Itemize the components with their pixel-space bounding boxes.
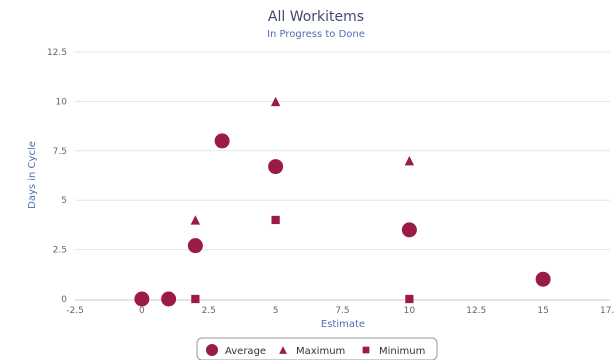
average-point[interactable] [535, 271, 551, 287]
x-tick-label: 10 [404, 306, 416, 316]
y-tick-label: 2.5 [53, 246, 67, 256]
y-axis-ticks: 0 2.5 5 7.5 10 12.5 [47, 48, 67, 305]
y-tick-label: 7.5 [53, 147, 67, 157]
average-point[interactable] [134, 291, 150, 307]
data-points [134, 96, 551, 307]
average-point[interactable] [214, 133, 230, 149]
legend-item-minimum[interactable]: Minimum [362, 346, 426, 357]
chart-title: All Workitems [268, 9, 364, 25]
legend-circle-marker[interactable] [206, 344, 218, 356]
gridlines [75, 51, 610, 251]
legend-label: Average [225, 346, 266, 357]
legend-label: Maximum [296, 346, 345, 357]
legend-square-marker[interactable] [362, 346, 370, 354]
average-point[interactable] [161, 291, 177, 307]
x-axis-ticks: -2.5 0 2.5 5 7.5 10 12.5 15 17.5 [66, 306, 615, 316]
legend-triangle-marker[interactable] [279, 346, 287, 354]
maximum-point[interactable] [190, 215, 201, 225]
series-minimum [191, 215, 414, 304]
y-tick-label: 12.5 [47, 48, 67, 58]
legend-box [196, 337, 438, 360]
average-point[interactable] [187, 238, 203, 254]
x-tick-label: 0 [139, 306, 145, 316]
maximum-point[interactable] [404, 156, 415, 166]
series-maximum [190, 96, 415, 225]
legend-item-average[interactable]: Average [206, 344, 266, 357]
x-tick-label: 17.5 [600, 306, 615, 316]
x-tick-label: 12.5 [466, 306, 486, 316]
x-tick-label: 2.5 [202, 306, 216, 316]
y-tick-label: 5 [61, 196, 67, 206]
legend-label: Minimum [379, 346, 425, 357]
legend[interactable]: Average Maximum Minimum [196, 337, 438, 360]
x-axis-title: Estimate [321, 319, 365, 330]
minimum-point[interactable] [405, 294, 414, 304]
series-average [134, 133, 551, 307]
average-point[interactable] [401, 222, 417, 238]
x-tick-label: -2.5 [66, 306, 84, 316]
y-axis-title: Days in Cycle [27, 141, 38, 209]
y-tick-label: 10 [56, 97, 68, 107]
x-tick-label: 7.5 [335, 306, 349, 316]
minimum-point[interactable] [191, 294, 200, 304]
legend-item-maximum[interactable]: Maximum [279, 346, 345, 357]
minimum-point[interactable] [271, 215, 280, 225]
x-tick-label: 15 [537, 306, 548, 316]
x-tick-label: 5 [273, 306, 279, 316]
chart-subtitle: In Progress to Done [267, 29, 365, 40]
maximum-point[interactable] [270, 96, 281, 107]
y-tick-label: 0 [61, 295, 67, 305]
average-point[interactable] [268, 159, 284, 175]
